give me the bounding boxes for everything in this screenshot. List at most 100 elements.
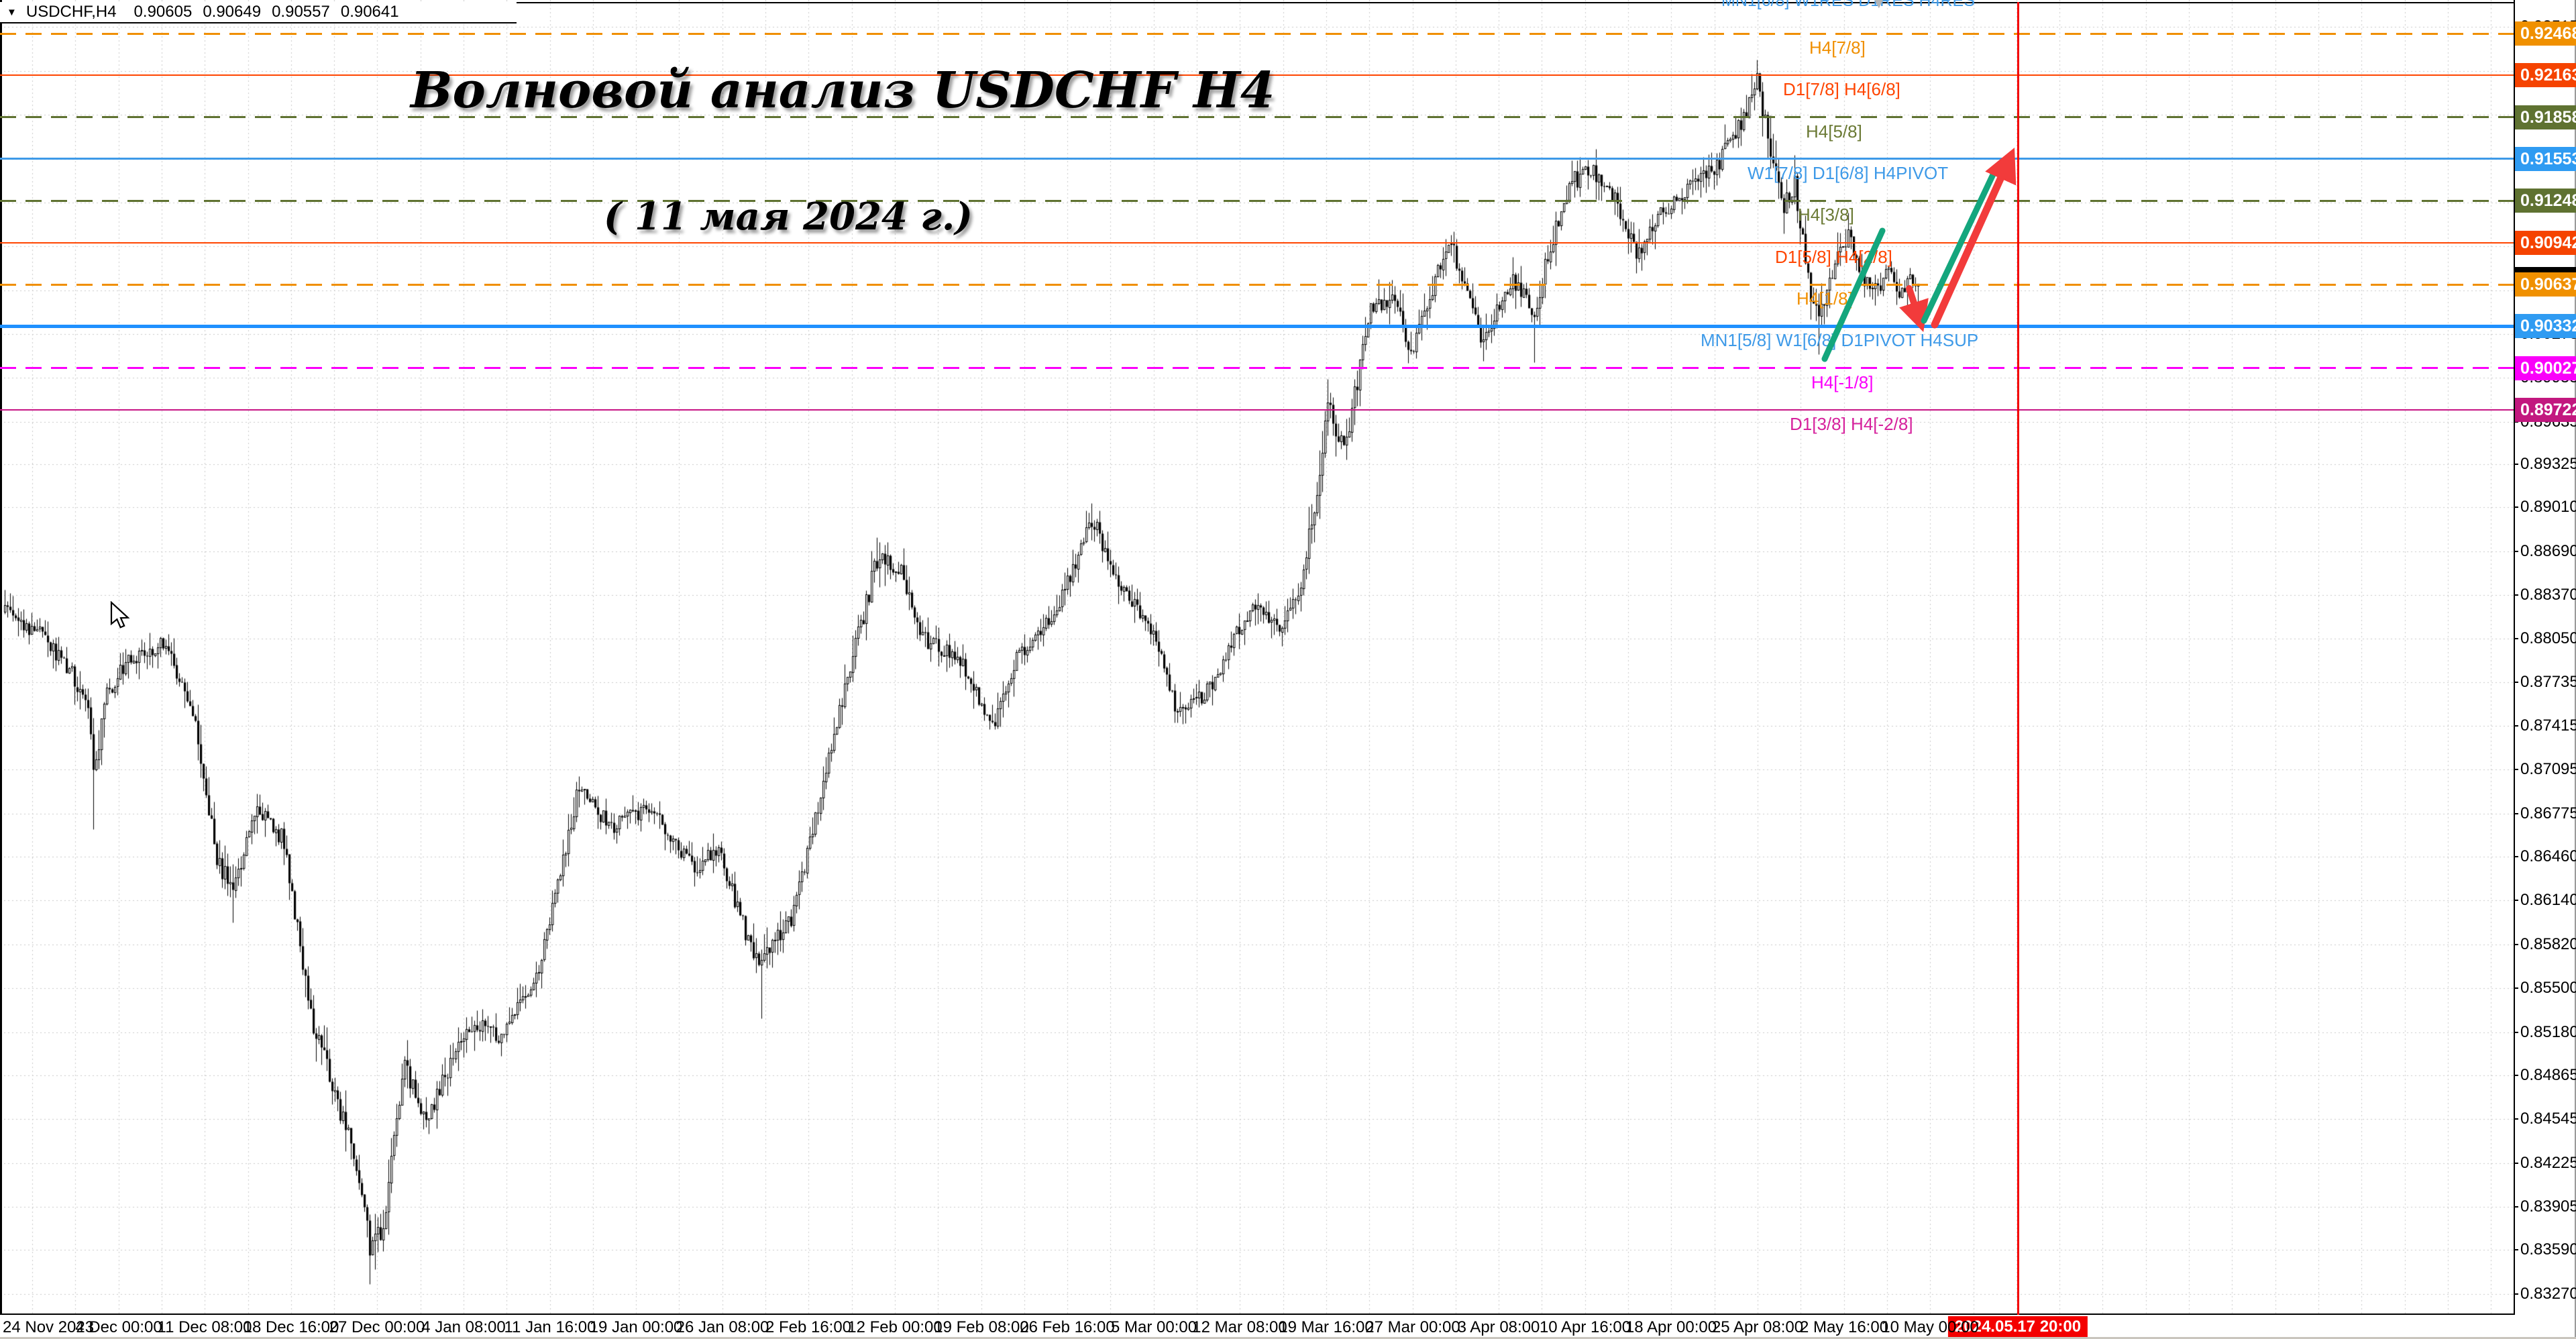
- ohlc-high: 0.90649: [203, 3, 262, 21]
- time-axis-label: 27 Mar 00:00: [1365, 1318, 1460, 1336]
- murrey-level-price-tag: 0.91248: [2515, 189, 2576, 213]
- plot-bottom-border: [0, 1314, 2514, 1315]
- time-axis-label: 27 Dec 00:00: [329, 1318, 425, 1336]
- price-axis-label: 0.83270: [2520, 1285, 2576, 1303]
- price-axis-label: 0.86460: [2520, 847, 2576, 865]
- time-axis-label: 19 Jan 00:00: [589, 1318, 683, 1336]
- price-axis-tick: [2514, 813, 2518, 814]
- time-axis-label: 11 Jan 16:00: [504, 1318, 596, 1336]
- price-axis-label: 0.85500: [2520, 979, 2576, 997]
- price-axis-label: 0.87095: [2520, 760, 2576, 778]
- symbol-header[interactable]: ▼ USDCHF,H4 0.90605 0.90649 0.90557 0.90…: [0, 2, 517, 23]
- time-axis-label: 2 May 16:00: [1799, 1318, 1889, 1336]
- forecast-arrow-teal[interactable]: [1921, 170, 1997, 324]
- time-axis-label: 12 Feb 00:00: [847, 1318, 943, 1336]
- murrey-level-price-tag: 0.89722: [2515, 398, 2576, 422]
- price-axis-tick: [2514, 987, 2518, 989]
- clipped-top-level-label: MN1[6/8] W1RES D1RES H4RES: [1721, 0, 1975, 10]
- forecast-arrow-red[interactable]: [1899, 285, 1929, 333]
- price-axis-tick: [2514, 900, 2518, 901]
- price-axis-tick: [2514, 1118, 2518, 1120]
- price-axis-tick: [2514, 944, 2518, 945]
- price-axis-tick: [2514, 725, 2518, 727]
- price-axis-tick: [2514, 1249, 2518, 1250]
- price-axis-border: [2514, 0, 2515, 1315]
- price-axis-label: 0.84545: [2520, 1110, 2576, 1128]
- murrey-level-price-tag: 0.90027: [2515, 356, 2576, 380]
- price-axis-label: 0.86775: [2520, 804, 2576, 822]
- price-axis-label: 0.87415: [2520, 716, 2576, 735]
- plot-top-border: [0, 2, 2514, 3]
- price-axis-label: 0.83590: [2520, 1240, 2576, 1258]
- forecast-date-label: 2024.05.17 20:00: [1947, 1316, 2088, 1338]
- murrey-level-price-tag: 0.90332: [2515, 314, 2576, 338]
- ohlc-low: 0.90557: [272, 3, 330, 21]
- price-axis-label: 0.89010: [2520, 498, 2576, 516]
- price-axis-tick: [2514, 1032, 2518, 1033]
- forecast-arrow-teal[interactable]: [1821, 227, 1886, 362]
- murrey-level-price-tag: 0.90637: [2515, 272, 2576, 297]
- time-axis-label: 19 Mar 16:00: [1279, 1318, 1374, 1336]
- price-axis-label: 0.83905: [2520, 1197, 2576, 1216]
- price-axis-label: 0.88370: [2520, 586, 2576, 604]
- time-axis-label: 18 Apr 00:00: [1625, 1318, 1717, 1336]
- price-axis-label: 0.86140: [2520, 891, 2576, 909]
- chart-plot-area[interactable]: H4[7/8] D1[7/8] H4[6/8] H4[5/8] W1[7/8] D1[…: [0, 0, 2514, 1315]
- time-axis-label: 19 Feb 08:00: [934, 1318, 1029, 1336]
- murrey-level-price-tag: 0.91858: [2515, 105, 2576, 129]
- price-axis-tick: [2514, 856, 2518, 857]
- mouse-cursor-icon: [110, 601, 130, 629]
- time-axis-label: 25 Apr 08:00: [1711, 1318, 1804, 1336]
- forecast-vertical-line[interactable]: [2017, 2, 2019, 1315]
- symbol-period-label: USDCHF,H4: [25, 3, 117, 21]
- time-axis-label: 4 Dec 00:00: [75, 1318, 162, 1336]
- symbol-dropdown-icon[interactable]: ▼: [7, 6, 17, 18]
- window-right-edge: [2575, 0, 2576, 1339]
- triangle-down-icon: ▼: [1869, 0, 1889, 13]
- murrey-level-price-tag: 0.92468: [2515, 21, 2576, 46]
- time-axis-label: 3 Apr 08:00: [1457, 1318, 1540, 1336]
- ohlc-open: 0.90605: [133, 3, 193, 21]
- price-axis-label: 0.88690: [2520, 542, 2576, 560]
- price-axis-tick: [2514, 551, 2518, 552]
- price-axis-tick: [2514, 1206, 2518, 1208]
- price-axis-tick: [2514, 1163, 2518, 1164]
- price-axis-label: 0.84225: [2520, 1154, 2576, 1172]
- forecast-arrow-red[interactable]: [1931, 147, 2017, 329]
- price-axis-tick: [2514, 638, 2518, 639]
- window-bottom-edge: [0, 1337, 2576, 1339]
- time-axis-label: 10 Apr 16:00: [1539, 1318, 1631, 1336]
- murrey-level-price-tag: 0.92163: [2515, 63, 2576, 87]
- time-axis-label: 18 Dec 16:00: [243, 1318, 339, 1336]
- murrey-level-price-tag: 0.91553: [2515, 147, 2576, 171]
- price-axis-tick: [2514, 421, 2518, 423]
- time-axis-label: 2 Feb 16:00: [765, 1318, 852, 1336]
- ohlc-close: 0.90641: [340, 3, 399, 21]
- price-axis-label: 0.85180: [2520, 1023, 2576, 1041]
- forecast-arrows[interactable]: [0, 0, 2514, 1315]
- price-axis-label: 0.88050: [2520, 629, 2576, 647]
- time-axis[interactable]: 2024.05.17 20:00 24 Nov 2023 4 Dec 00:00 1…: [0, 1315, 2576, 1339]
- time-axis-label: 26 Feb 16:00: [1020, 1318, 1115, 1336]
- plot-left-border: [0, 0, 2, 1315]
- candlestick-canvas[interactable]: [0, 0, 2514, 1315]
- price-axis[interactable]: 0.925150.921950.918750.915550.912350.909…: [2514, 0, 2576, 1315]
- time-axis-label: 12 Mar 08:00: [1192, 1318, 1287, 1336]
- price-axis-label: 0.85820: [2520, 935, 2576, 953]
- time-axis-label: 26 Jan 08:00: [676, 1318, 769, 1336]
- price-axis-tick: [2514, 464, 2518, 465]
- price-axis-tick: [2514, 682, 2518, 683]
- price-axis-label: 0.84865: [2520, 1066, 2576, 1084]
- price-axis-tick: [2514, 769, 2518, 770]
- time-axis-label: 10 May 00:00: [1881, 1318, 1979, 1336]
- murrey-level-price-tag: 0.90942: [2515, 231, 2576, 255]
- price-axis-tick: [2514, 1293, 2518, 1295]
- price-axis-tick: [2514, 594, 2518, 596]
- time-axis-label: 5 Mar 00:00: [1110, 1318, 1197, 1336]
- time-axis-label: 4 Jan 08:00: [421, 1318, 506, 1336]
- time-axis-label: 11 Dec 08:00: [157, 1318, 252, 1336]
- price-axis-label: 0.87735: [2520, 673, 2576, 691]
- price-axis-tick: [2514, 506, 2518, 508]
- price-axis-label: 0.89325: [2520, 455, 2576, 473]
